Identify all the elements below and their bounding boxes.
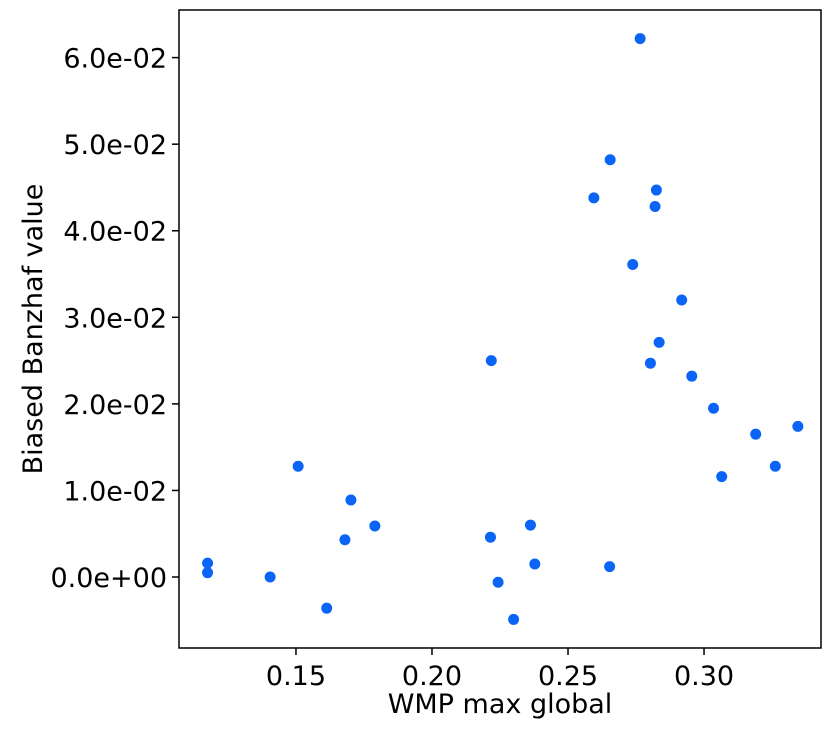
data-point — [524, 519, 536, 531]
data-point — [604, 154, 616, 166]
x-tick-label: 0.25 — [538, 661, 598, 692]
data-point — [716, 471, 728, 483]
data-point — [339, 534, 351, 546]
data-point — [588, 192, 600, 204]
y-tick-label: 3.0e-02 — [63, 303, 167, 334]
data-point — [202, 567, 214, 579]
data-point — [769, 460, 781, 472]
data-point — [604, 561, 616, 573]
y-tick-label: 0.0e+00 — [50, 563, 167, 594]
y-tick-label: 6.0e-02 — [63, 44, 167, 75]
x-tick-label: 0.30 — [674, 661, 734, 692]
data-point — [321, 602, 333, 614]
data-point — [649, 201, 661, 213]
y-tick-label: 4.0e-02 — [63, 217, 167, 248]
data-point — [634, 33, 646, 45]
x-tick-label: 0.20 — [402, 661, 462, 692]
data-point — [508, 613, 520, 625]
data-point — [292, 460, 304, 472]
data-point — [492, 576, 504, 588]
data-point — [650, 184, 662, 196]
data-point — [686, 370, 698, 382]
y-axis-ticks: 0.0e+00 1.0e-02 2.0e-02 3.0e-02 4.0e-02 5.0e-… — [50, 44, 179, 594]
data-point — [708, 402, 720, 414]
x-axis-label: WMP max global — [388, 689, 613, 720]
plot-area-frame — [178, 9, 822, 649]
data-point — [345, 494, 357, 506]
y-tick-label: 1.0e-02 — [63, 476, 167, 507]
data-point — [644, 357, 656, 369]
y-axis-label: Biased Banzhaf value — [18, 184, 49, 475]
data-point — [792, 420, 804, 432]
data-point — [264, 571, 276, 583]
y-tick-label: 2.0e-02 — [63, 390, 167, 421]
data-point — [653, 336, 665, 348]
y-tick-label: 5.0e-02 — [63, 130, 167, 161]
data-point — [529, 558, 541, 570]
data-point — [627, 259, 639, 271]
data-point — [369, 520, 381, 532]
data-point — [676, 294, 688, 306]
x-axis-ticks: 0.15 0.20 0.25 0.30 — [266, 648, 734, 692]
data-point — [484, 531, 496, 543]
data-points — [202, 33, 804, 625]
data-point — [485, 355, 497, 367]
data-point — [202, 557, 214, 569]
data-point — [750, 428, 762, 440]
x-tick-label: 0.15 — [266, 661, 326, 692]
